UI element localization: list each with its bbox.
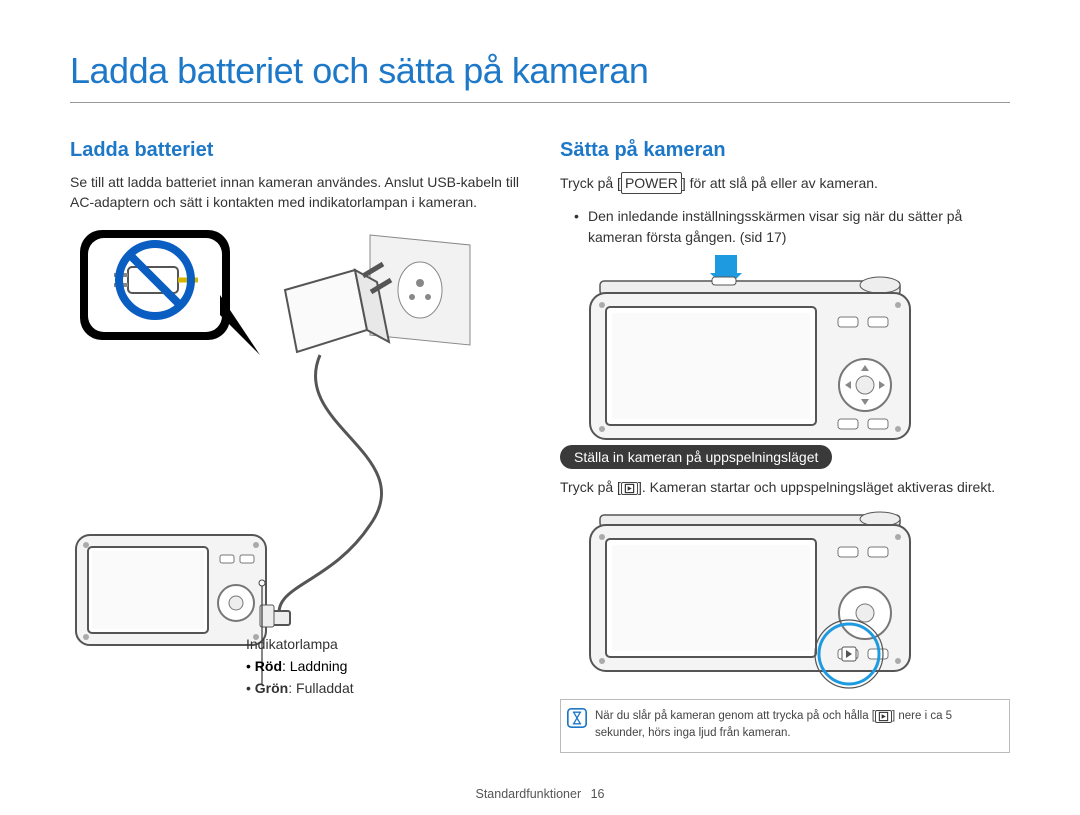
page-footer: Standardfunktioner 16 (0, 787, 1080, 801)
page-title: Ladda batteriet och sätta på kameran (70, 50, 1010, 103)
indicator-green: Grön: Fulladdat (246, 677, 354, 699)
right-intro: Tryck på [POWER] för att slå på eller av… (560, 172, 1010, 194)
left-column: Ladda batteriet Se till att ladda batter… (70, 139, 520, 753)
power-key: POWER (621, 172, 682, 194)
right-intro-prefix: Tryck på [ (560, 175, 621, 191)
note-text: När du slår på kameran genom att trycka … (593, 700, 1009, 752)
right-column: Sätta på kameran Tryck på [POWER] för at… (560, 139, 1010, 753)
footer-page-number: 16 (591, 787, 605, 801)
content-columns: Ladda batteriet Se till att ladda batter… (70, 139, 1010, 753)
note-prefix: När du slår på kameran genom att trycka … (595, 710, 875, 722)
indicator-label: Indikatorlampa (246, 633, 354, 655)
playback-icon (621, 482, 638, 495)
indicator-green-value: : Fulladdat (288, 680, 353, 696)
power-illustration (560, 255, 1010, 445)
playback-prefix: Tryck på [ (560, 479, 621, 495)
playback-svg (560, 509, 980, 689)
playback-suffix: ]. Kameran startar och uppspelningsläget… (638, 479, 995, 495)
right-bullet1: Den inledande inställningsskärmen visar … (560, 206, 1010, 247)
power-svg (560, 255, 980, 445)
footer-label: Standardfunktioner (475, 787, 581, 801)
charging-svg (70, 225, 500, 685)
charging-illustration: Indikatorlampa Röd: Laddning Grön: Fulla… (70, 225, 520, 665)
left-heading: Ladda batteriet (70, 139, 520, 162)
playback-heading: Ställa in kameran på uppspelningsläget (560, 445, 832, 469)
note-box: När du slår på kameran genom att trycka … (560, 699, 1010, 753)
note-icon (561, 700, 593, 752)
indicator-block: Indikatorlampa Röd: Laddning Grön: Fulla… (246, 633, 354, 700)
note-playback-icon (875, 710, 892, 723)
indicator-red-value: : Laddning (282, 658, 347, 674)
playback-illustration (560, 509, 1010, 689)
indicator-red-label: Röd (255, 658, 282, 674)
left-intro: Se till att ladda batteriet innan kamera… (70, 172, 520, 213)
right-heading: Sätta på kameran (560, 139, 1010, 162)
indicator-red: Röd: Laddning (246, 655, 354, 677)
right-intro-suffix: ] för att slå på eller av kameran. (682, 175, 878, 191)
playback-text: Tryck på [ ]. Kameran startar och uppspel… (560, 477, 1010, 497)
indicator-green-label: Grön (255, 680, 288, 696)
